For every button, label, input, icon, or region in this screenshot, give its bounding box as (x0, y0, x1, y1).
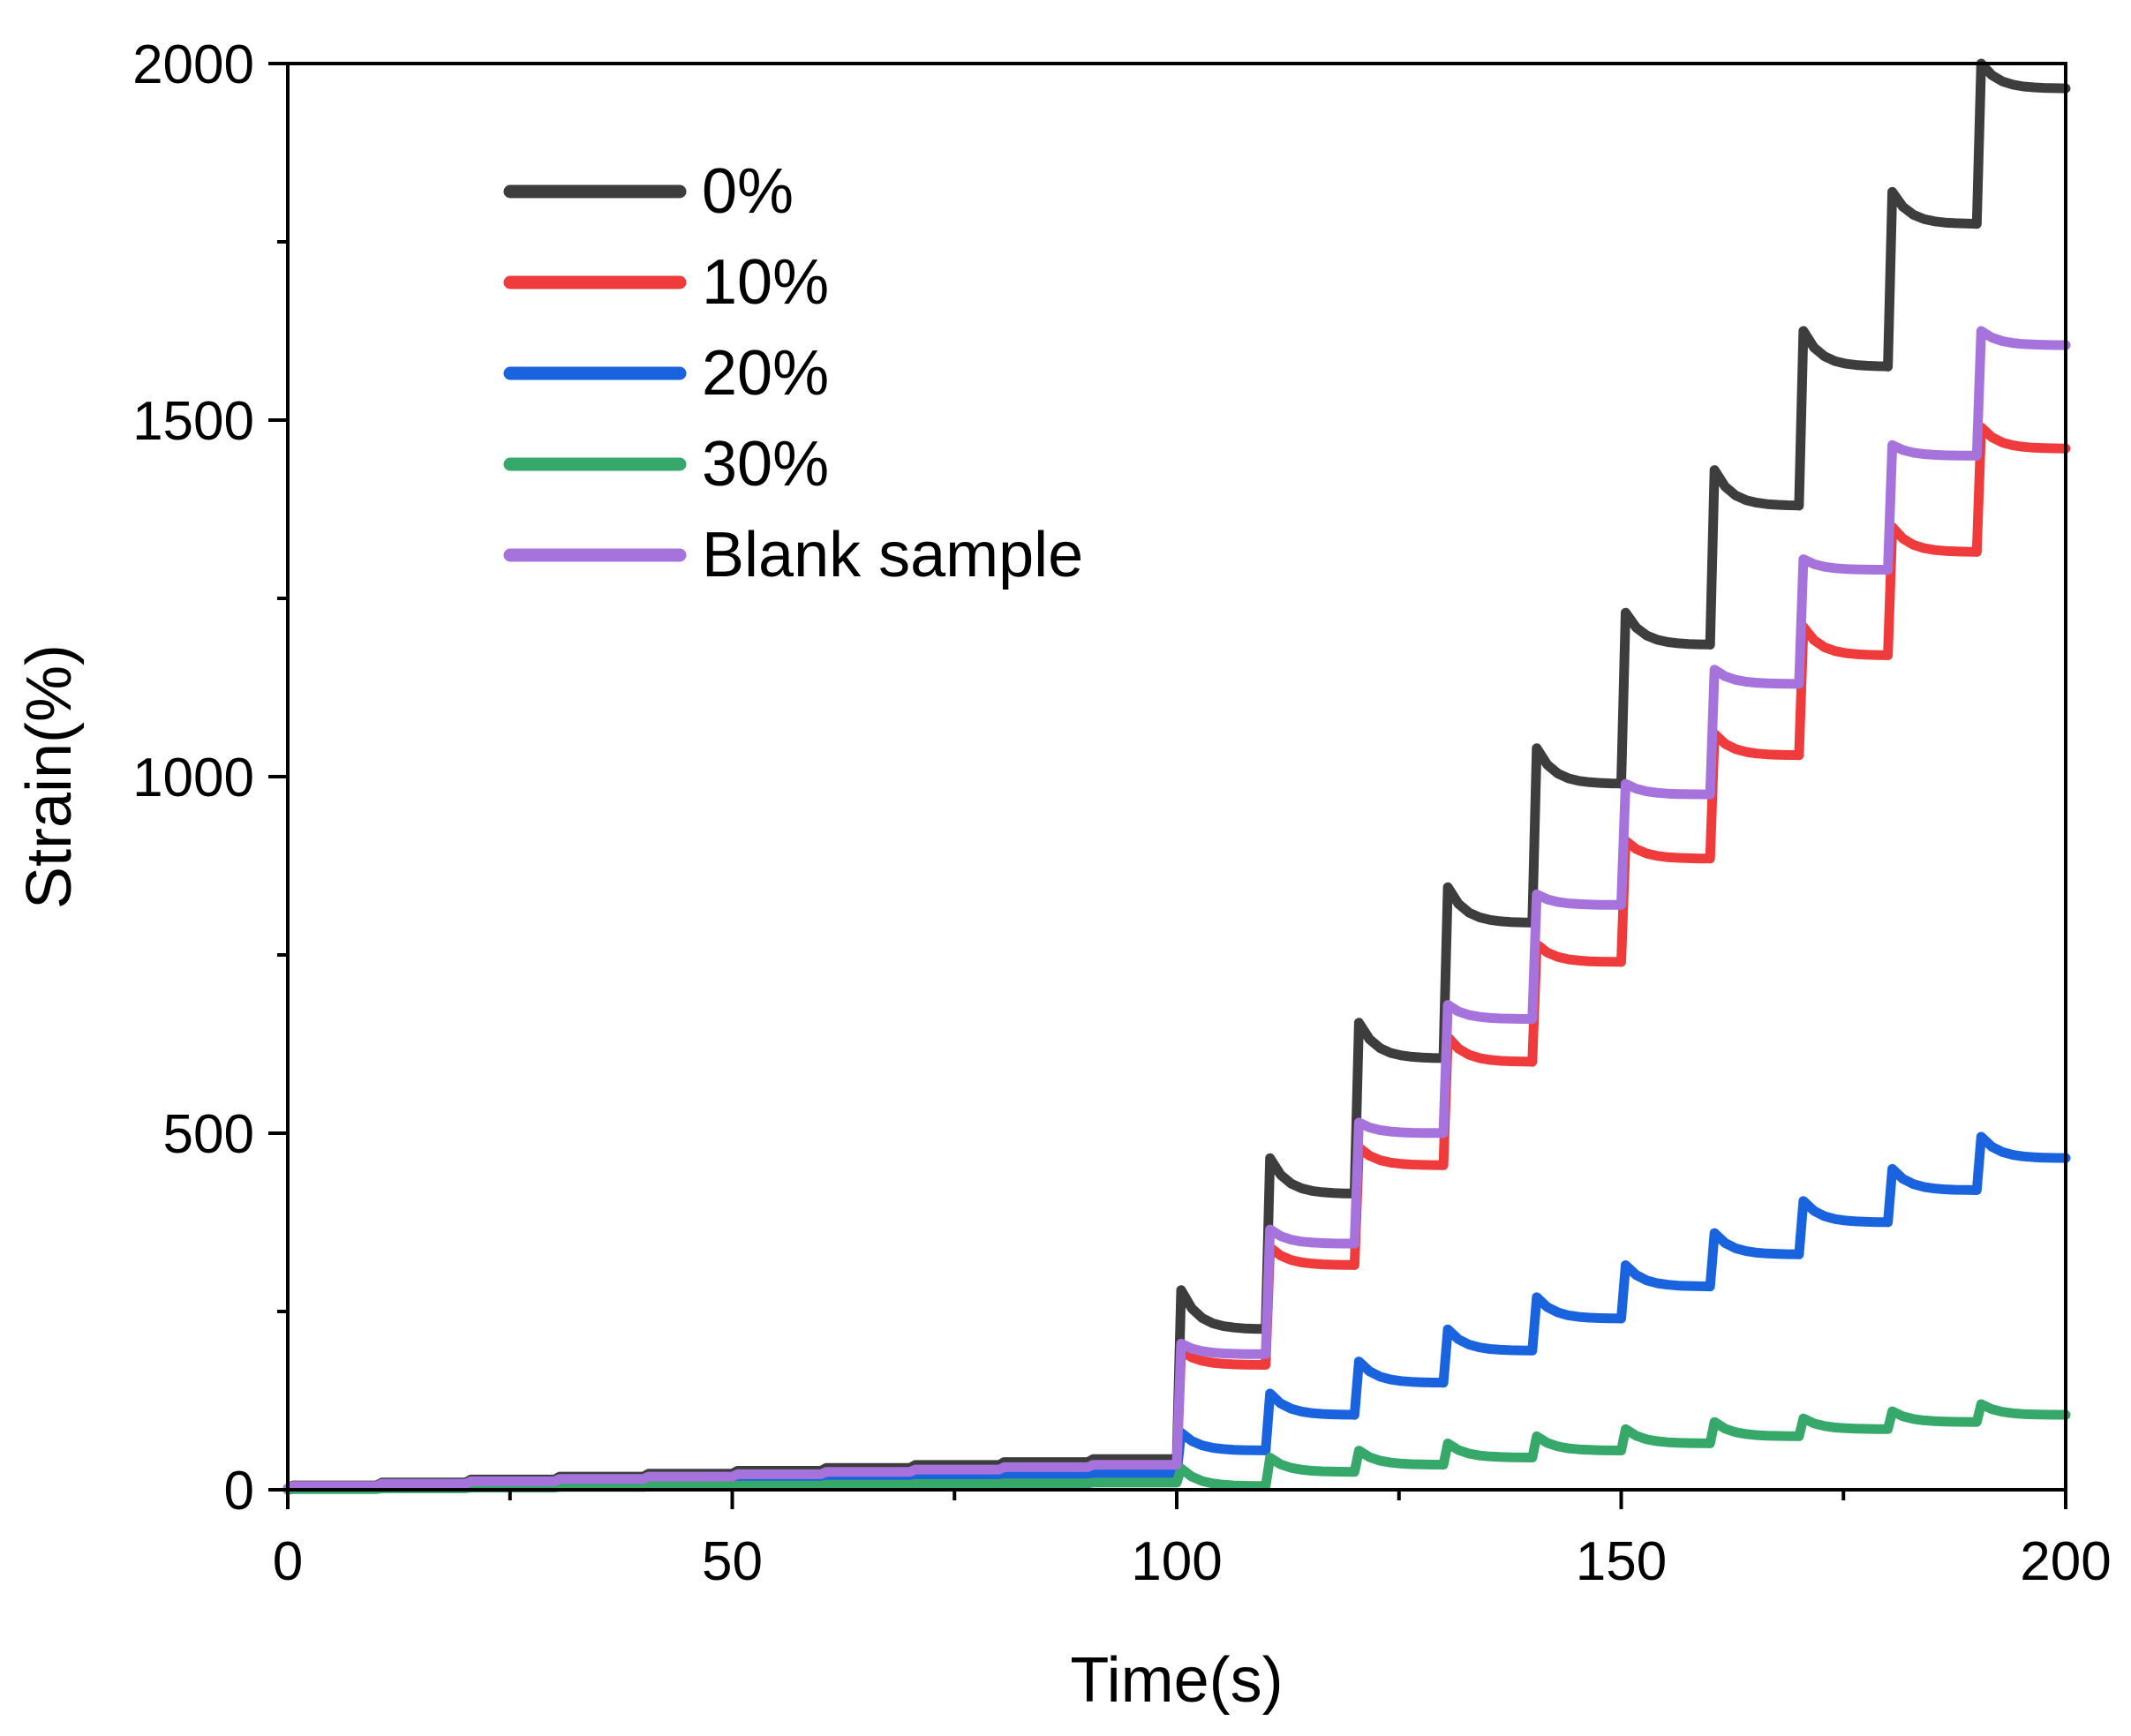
x-axis-label: Time(s) (1070, 1645, 1283, 1716)
y-tick-label: 1500 (132, 391, 254, 452)
legend-label: 10% (702, 247, 829, 318)
y-tick-label: 1000 (132, 748, 254, 808)
legend-label: Blank sample (702, 520, 1083, 590)
legend-label: 0% (702, 156, 794, 227)
y-axis-label: Strain(%) (14, 644, 85, 909)
legend-label: 20% (702, 338, 829, 409)
legend-label: 30% (702, 429, 829, 500)
x-tick-label: 50 (702, 1531, 763, 1592)
x-tick-label: 100 (1131, 1531, 1222, 1592)
y-tick-label: 500 (163, 1104, 254, 1165)
x-tick-label: 150 (1576, 1531, 1667, 1592)
y-tick-label: 2000 (132, 34, 254, 95)
x-tick-label: 0 (273, 1531, 303, 1592)
series-line-20- (282, 1131, 2071, 1494)
series-layer (282, 58, 2071, 1495)
x-tick-label: 200 (2020, 1531, 2111, 1592)
legend: 0% 10% 20% 30% Blank sample (503, 156, 1083, 590)
series-line-blank-sample (282, 326, 2071, 1493)
y-tick-label: 0 (224, 1461, 254, 1522)
series-line-30- (282, 1399, 2071, 1495)
